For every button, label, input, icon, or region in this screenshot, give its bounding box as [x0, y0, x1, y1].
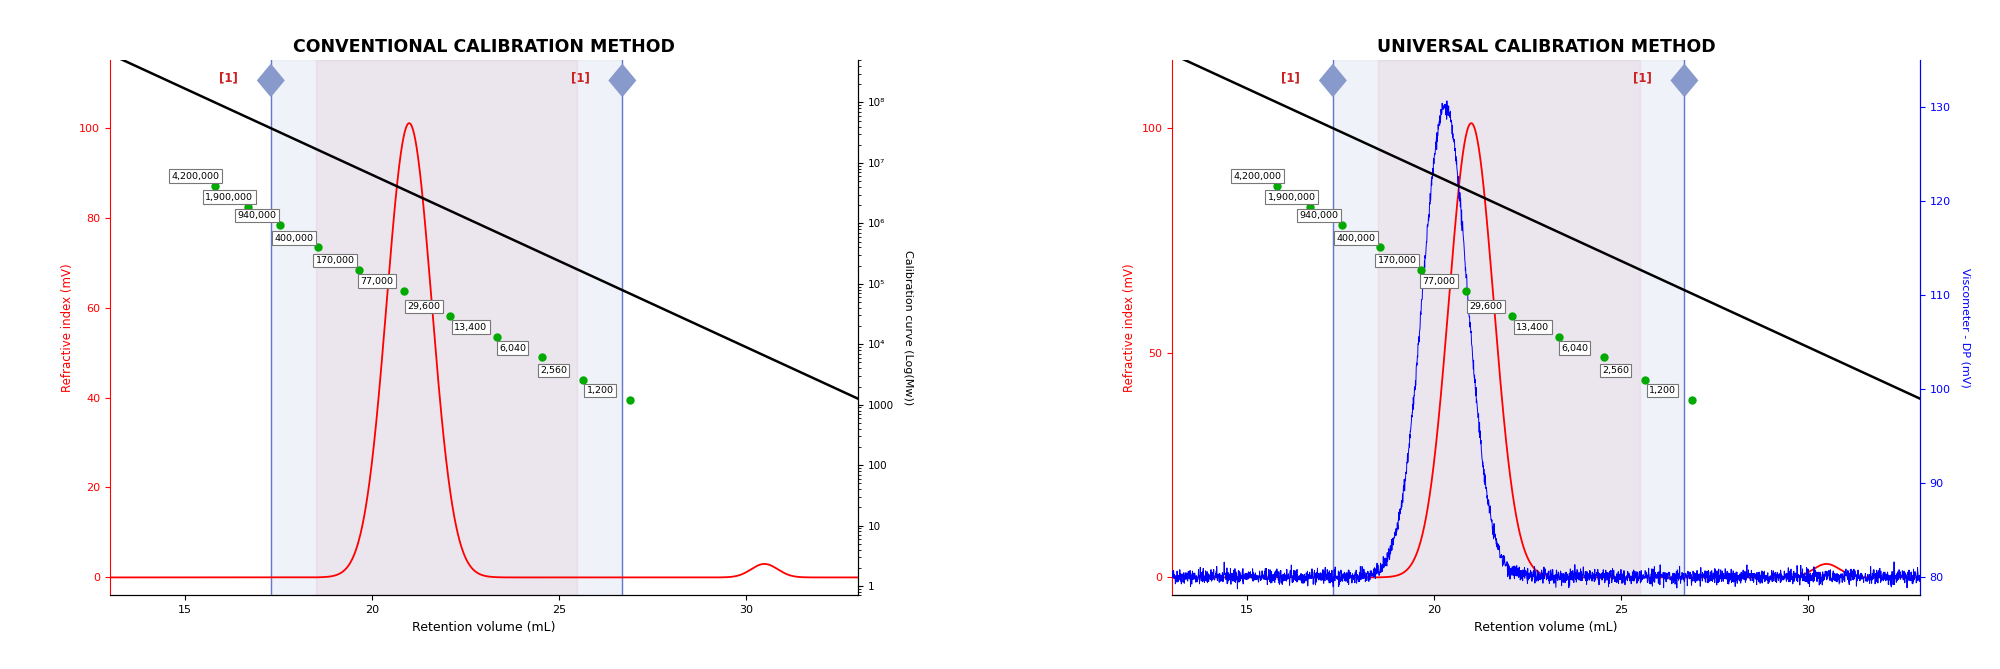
Text: 29,600: 29,600	[1470, 302, 1502, 311]
Text: 2,560: 2,560	[1602, 366, 1630, 375]
Y-axis label: Refractive index (mV): Refractive index (mV)	[60, 264, 74, 392]
Bar	[316, 60, 578, 595]
Text: 4,200,000: 4,200,000	[1234, 172, 1282, 181]
Y-axis label: Refractive index (mV): Refractive index (mV)	[1122, 264, 1136, 392]
Polygon shape	[610, 65, 636, 96]
Text: 940,000: 940,000	[238, 211, 276, 220]
Text: 13,400: 13,400	[1516, 322, 1550, 332]
Bar	[270, 60, 622, 595]
Text: 400,000: 400,000	[274, 233, 314, 243]
Text: 77,000: 77,000	[1422, 277, 1456, 286]
Title: CONVENTIONAL CALIBRATION METHOD: CONVENTIONAL CALIBRATION METHOD	[294, 38, 674, 56]
Text: 940,000: 940,000	[1300, 211, 1338, 220]
Text: [1]: [1]	[1282, 72, 1300, 85]
Polygon shape	[258, 65, 284, 96]
Text: 170,000: 170,000	[316, 256, 354, 265]
Text: 13,400: 13,400	[454, 322, 488, 332]
Text: 29,600: 29,600	[408, 302, 440, 311]
Text: 6,040: 6,040	[498, 344, 526, 353]
Text: 1,900,000: 1,900,000	[1268, 193, 1316, 201]
Text: 1,200: 1,200	[586, 386, 614, 395]
Polygon shape	[1672, 65, 1698, 96]
Text: 400,000: 400,000	[1336, 233, 1376, 243]
Text: [1]: [1]	[570, 72, 590, 85]
Text: 77,000: 77,000	[360, 277, 394, 286]
Y-axis label: Viscometer - DP (mV): Viscometer - DP (mV)	[1960, 268, 1970, 387]
Text: 4,200,000: 4,200,000	[172, 172, 220, 181]
Title: UNIVERSAL CALIBRATION METHOD: UNIVERSAL CALIBRATION METHOD	[1376, 38, 1716, 56]
X-axis label: Retention volume (mL): Retention volume (mL)	[1474, 621, 1618, 634]
Y-axis label: Calibration curve (Log(Mw)): Calibration curve (Log(Mw))	[904, 250, 914, 405]
Bar	[1378, 60, 1640, 595]
Polygon shape	[1320, 65, 1346, 96]
X-axis label: Retention volume (mL): Retention volume (mL)	[412, 621, 556, 634]
Text: 170,000: 170,000	[1378, 256, 1416, 265]
Text: 1,200: 1,200	[1648, 386, 1676, 395]
Text: [1]: [1]	[1632, 72, 1652, 85]
Text: 2,560: 2,560	[540, 366, 568, 375]
Text: 1,900,000: 1,900,000	[206, 193, 254, 201]
Bar	[1332, 60, 1684, 595]
Text: 6,040: 6,040	[1560, 344, 1588, 353]
Text: [1]: [1]	[220, 72, 238, 85]
